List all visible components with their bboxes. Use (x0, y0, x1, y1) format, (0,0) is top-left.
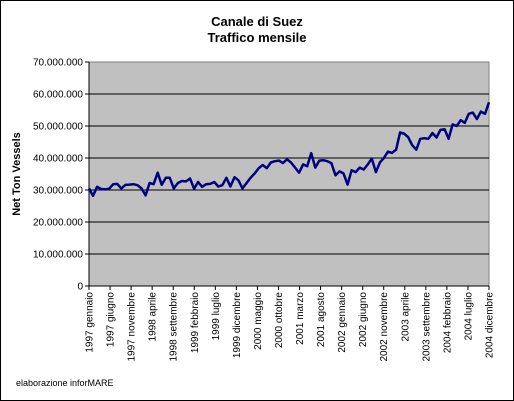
x-tick-label: 2002 giugno (358, 292, 369, 347)
x-tick-label: 1998 settembre (169, 292, 180, 362)
x-tick-label: 1997 novembre (127, 292, 138, 362)
chart-title: Canale di Suez (211, 14, 303, 29)
x-tick-label: 2002 gennaio (337, 292, 348, 353)
x-tick-label: 1997 giugno (106, 292, 117, 347)
x-tick-label: 1999 luglio (211, 292, 222, 341)
gridlines (89, 93, 489, 255)
y-axis-label: Net Ton Vessels (11, 132, 23, 216)
plot-area (88, 61, 490, 287)
chart-subtitle: Traffico mensile (207, 30, 307, 45)
y-tick-label: 20.000.000 (33, 218, 83, 229)
x-tick-label: 1999 febbraio (190, 292, 201, 354)
y-tick-label: 60.000.000 (33, 90, 83, 101)
y-tick-label: 40.000.000 (33, 154, 83, 165)
series-line-net-ton-vessels (87, 101, 491, 198)
x-tick-label: 2003 settembre (421, 292, 432, 362)
x-tick-label: 2004 dicembre (485, 292, 496, 359)
x-tick-label: 2004 febbraio (442, 292, 453, 354)
y-tick-label: 30.000.000 (33, 186, 83, 197)
y-tick-label: 50.000.000 (33, 122, 83, 133)
y-tick-label: 0 (77, 282, 83, 293)
x-tick-label: 1999 dicembre (232, 292, 243, 359)
x-tick-label: 1997 gennaio (85, 292, 96, 353)
y-tick-label: 10.000.000 (33, 250, 83, 261)
y-tick-label: 70.000.000 (33, 58, 83, 69)
x-tick-label: 1998 aprile (148, 292, 159, 342)
x-axis-ticks: 1997 gennaio 1997 giugno 1997 novembre 1998… (85, 286, 496, 362)
credit-text: elaborazione inforMARE (16, 378, 114, 388)
x-tick-label: 2000 ottobre (274, 292, 285, 349)
x-tick-label: 2001 marzo (295, 292, 306, 345)
x-tick-label: 2004 luglio (463, 292, 474, 341)
y-axis-ticks: 0 10.000.000 20.000.000 30.000.000 40.000.00… (33, 58, 89, 293)
x-tick-label: 2003 aprile (400, 292, 411, 342)
x-tick-label: 2000 maggio (253, 292, 264, 350)
x-tick-label: 2002 novembre (379, 292, 390, 362)
x-tick-label: 2001 agosto (316, 292, 327, 347)
